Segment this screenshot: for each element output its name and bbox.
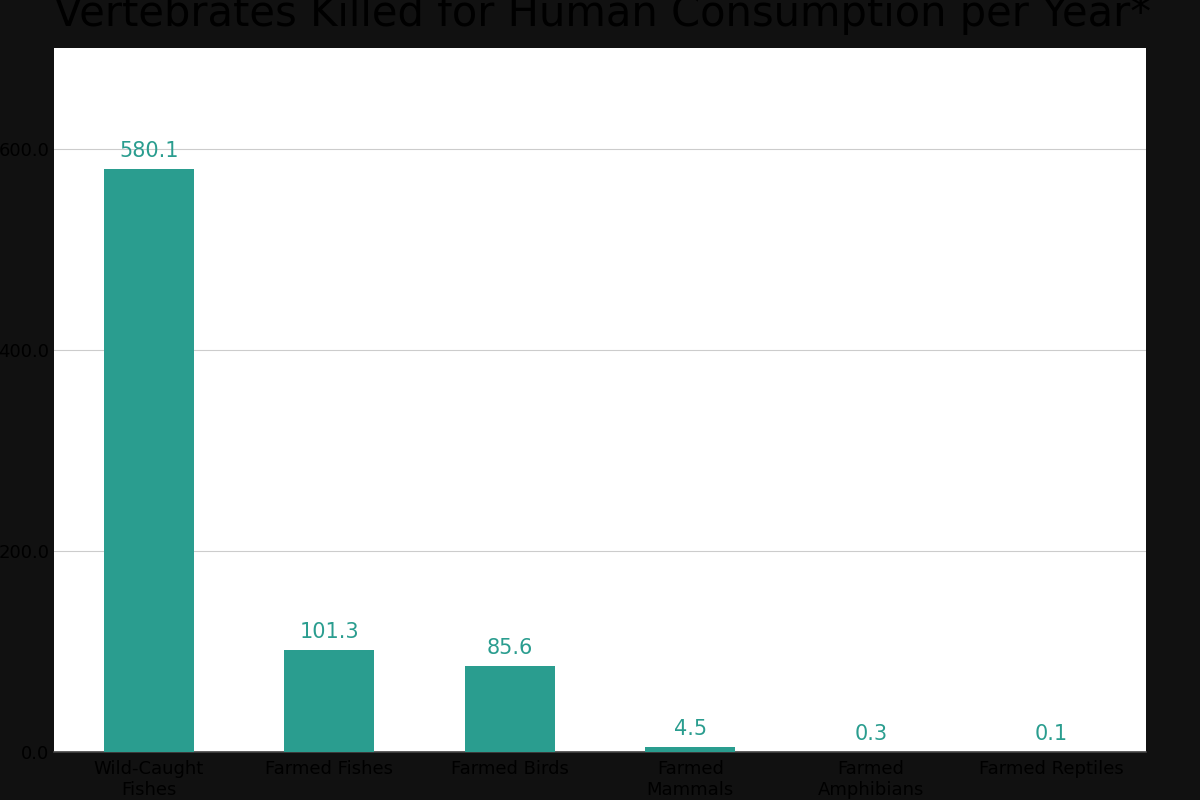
Text: Vertebrates Killed for Human Consumption per Year*: Vertebrates Killed for Human Consumption…: [54, 0, 1151, 34]
Text: 0.3: 0.3: [854, 724, 887, 744]
Bar: [464, 666, 554, 752]
Text: 580.1: 580.1: [119, 141, 179, 161]
Text: 85.6: 85.6: [486, 638, 533, 658]
Bar: [284, 650, 374, 752]
Text: 4.5: 4.5: [673, 719, 707, 739]
Bar: [646, 747, 736, 752]
Bar: [103, 169, 194, 752]
Text: 101.3: 101.3: [300, 622, 359, 642]
Text: 0.1: 0.1: [1034, 724, 1068, 744]
